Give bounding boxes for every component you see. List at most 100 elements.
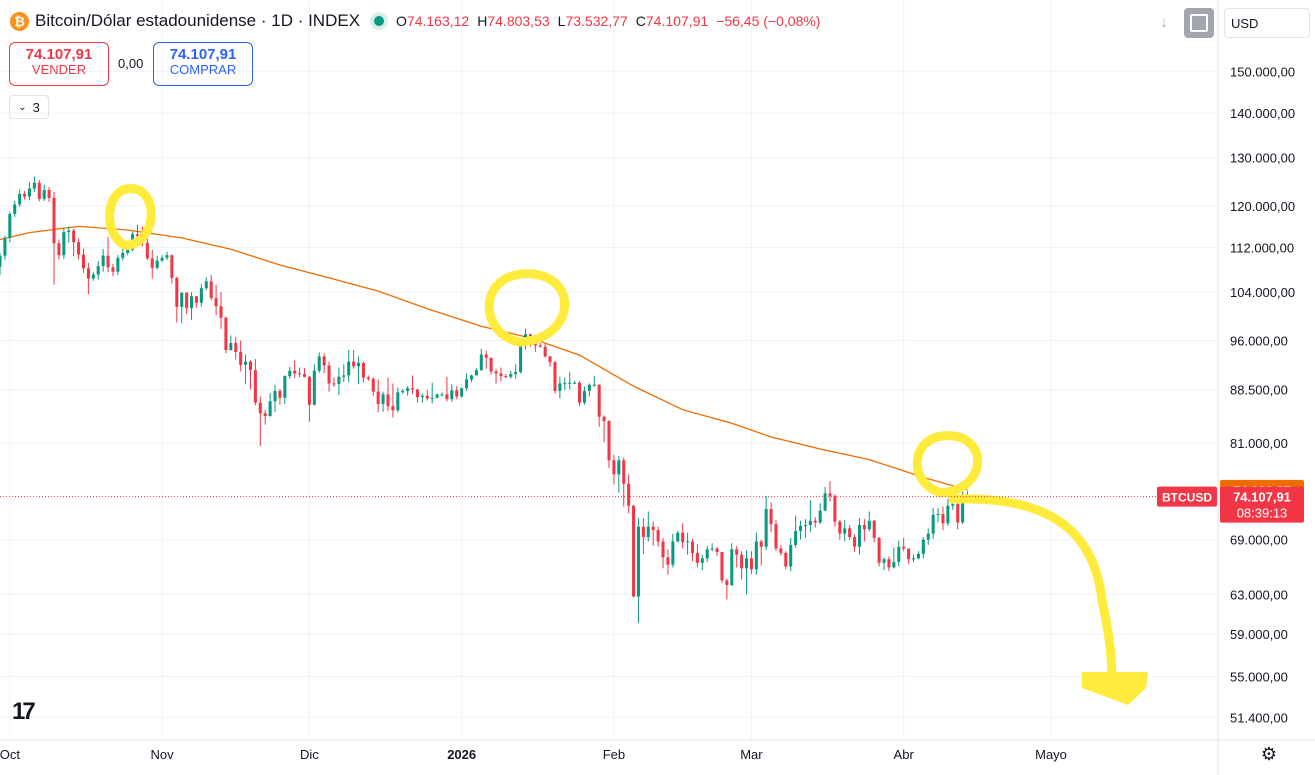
candle-body (268, 401, 272, 417)
candle-body (288, 370, 292, 377)
candle-body (312, 370, 316, 405)
candle-body (165, 255, 169, 258)
x-tick-label: Feb (603, 747, 625, 762)
candle-body (229, 343, 233, 351)
tradingview-logo: 17 (12, 698, 36, 725)
y-tick-label: 120.000,00 (1230, 199, 1295, 214)
candle (843, 519, 847, 542)
candle (440, 392, 444, 397)
candle-body (867, 520, 871, 530)
ohlc-values: O74.163,12 H74.803,53 L73.532,77 C74.107,91… (396, 13, 820, 29)
gear-icon[interactable]: ⚙ (1260, 743, 1278, 764)
candle (121, 248, 125, 261)
candle (283, 375, 287, 405)
candle-body (77, 242, 81, 255)
candle-body (676, 532, 680, 542)
candle-body (690, 541, 695, 553)
candle (759, 539, 763, 566)
bitcoin-icon: ₿ (10, 11, 29, 31)
candle (602, 415, 606, 443)
candle (190, 292, 194, 321)
candle-body (23, 193, 27, 197)
symbol-tag-label: BTCUSD (1162, 491, 1212, 505)
candle-body (91, 274, 95, 279)
ohlc-value: 73.532,77 (565, 13, 628, 29)
candle (749, 551, 753, 574)
candle (862, 519, 866, 542)
candle (568, 372, 572, 390)
candle-body (248, 361, 252, 371)
sell-button[interactable]: 74.107,91 VENDER (9, 42, 109, 86)
candle (553, 360, 557, 394)
candle-body (67, 230, 71, 233)
candle-body (700, 558, 704, 563)
candle (941, 506, 945, 531)
indicators-toggle[interactable]: ⌄ 3 (9, 95, 49, 119)
ohlc-key: H (477, 13, 488, 29)
candle-body (126, 249, 130, 253)
candle-body (327, 365, 331, 384)
candle-body (902, 546, 906, 549)
sell-price: 74.107,91 (25, 46, 93, 63)
square-icon (1190, 14, 1208, 32)
candle (597, 384, 601, 427)
candle (253, 359, 257, 406)
candle-body (784, 552, 788, 567)
candle (96, 261, 100, 280)
y-tick-label: 51.400,00 (1230, 710, 1288, 725)
chevron-down-icon: ⌄ (18, 101, 27, 113)
fullscreen-button[interactable] (1184, 8, 1214, 38)
candle (548, 355, 552, 367)
candle (587, 383, 591, 397)
candle (627, 474, 631, 514)
candle-body (37, 182, 41, 199)
candle-body (474, 370, 478, 376)
candle (347, 350, 351, 383)
candle-body (455, 390, 459, 397)
candle (263, 409, 267, 425)
candle (445, 376, 449, 402)
candle (813, 517, 817, 528)
currency-select[interactable]: USD (1224, 8, 1310, 38)
candle-body (720, 552, 724, 581)
ohlc-value: 74.803,53 (487, 13, 550, 29)
candle (307, 376, 311, 422)
candle (607, 420, 611, 469)
candle-body (926, 533, 930, 540)
candle (420, 393, 424, 403)
buy-button[interactable]: 74.107,91 COMPRAR (153, 42, 253, 86)
candle (357, 356, 361, 385)
candle (62, 227, 66, 259)
candle-body (445, 394, 449, 400)
download-icon[interactable]: ↓ (1160, 14, 1168, 31)
ohlc-value: −56,45 (−0,08%) (716, 13, 821, 29)
candle-body (450, 390, 454, 400)
candle (278, 388, 282, 405)
candle-body (3, 237, 7, 256)
candle (563, 377, 567, 391)
candle-body (283, 376, 287, 398)
candle (774, 519, 778, 552)
candle-body (862, 525, 866, 530)
candle-body (298, 373, 302, 375)
countdown-label: 08:39:13 (1237, 506, 1288, 521)
candle-body (366, 377, 370, 379)
candle (386, 377, 390, 412)
candle-body (730, 549, 734, 586)
x-tick-label: Nov (151, 747, 175, 762)
candle (101, 249, 105, 272)
candle-body (278, 390, 282, 398)
buy-label: COMPRAR (169, 62, 237, 77)
candle (789, 537, 793, 572)
candle-body (440, 394, 444, 396)
candle-body (465, 379, 469, 389)
x-tick-label: 2026 (447, 747, 476, 762)
sell-label: VENDER (31, 62, 87, 77)
candle-body (160, 257, 164, 261)
candle-body (32, 182, 36, 189)
candle-body (774, 524, 778, 549)
symbol-title[interactable]: Bitcoin/Dólar estadounidense · 1D · INDE… (35, 11, 361, 30)
candle-body (921, 539, 925, 554)
